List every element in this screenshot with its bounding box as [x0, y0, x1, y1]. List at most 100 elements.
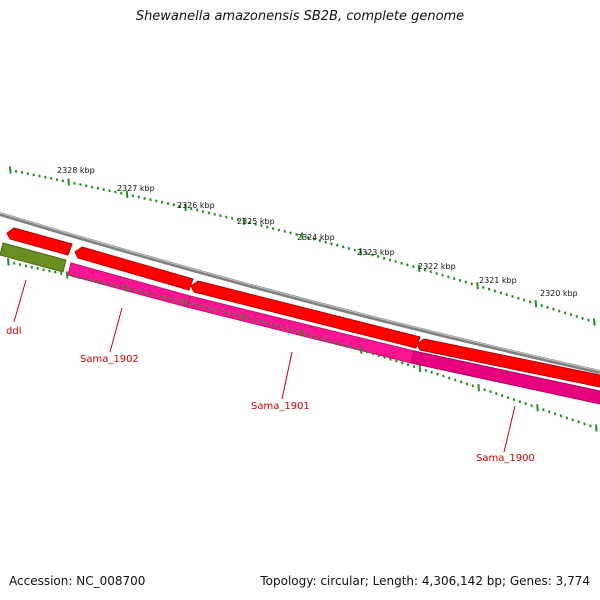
scale-tick [306, 236, 310, 240]
scale-tick [79, 183, 82, 187]
scale-tick [178, 204, 181, 208]
upper-scale-ticks [9, 166, 596, 326]
scale-tick [242, 313, 245, 321]
scale-tick [124, 284, 128, 292]
scale-tick [112, 283, 116, 287]
scale-label: 2320 kbp [540, 289, 578, 298]
scale-tick [36, 266, 39, 270]
forward-cds-1 [6, 227, 73, 256]
scale-label: 2321 kbp [479, 276, 517, 285]
scale-tick [459, 380, 463, 384]
scale-tick [453, 378, 457, 382]
scale-tick [493, 289, 497, 293]
scale-tick [524, 402, 527, 406]
scale-labels: 2328 kbp 2327 kbp 2326 kbp 2325 kbp 2324… [57, 166, 578, 298]
scale-tick [254, 318, 257, 322]
scale-tick [429, 270, 433, 274]
scale-tick [476, 282, 479, 290]
scale-tick [24, 264, 28, 268]
scale-tick [206, 306, 210, 310]
scale-tick [277, 324, 281, 328]
scale-tick [101, 281, 104, 285]
scale-tick [18, 263, 22, 267]
backbone-arc-highlight [0, 212, 600, 372]
scale-tick [341, 245, 345, 249]
scale-tick [477, 384, 480, 392]
scale-tick [388, 258, 392, 262]
scale-tick [301, 232, 304, 240]
scale-tick [559, 414, 563, 418]
scale-tick [49, 176, 53, 180]
scale-tick [553, 412, 557, 416]
forward-strand-track [6, 227, 600, 388]
backbone-arc [0, 212, 600, 374]
scale-tick [542, 408, 545, 412]
scale-tick [14, 169, 18, 173]
scale-tick [546, 305, 549, 309]
scale-tick [593, 318, 596, 326]
scale-tick [96, 186, 100, 190]
scale-tick [230, 216, 234, 220]
scale-tick [371, 352, 375, 356]
scale-tick [67, 178, 70, 186]
scale-tick [171, 297, 175, 301]
scale-tick [400, 261, 403, 265]
scale-tick [575, 314, 579, 318]
scale-tick [359, 346, 363, 354]
scale-tick [359, 248, 362, 256]
scale-tick [365, 251, 368, 255]
scale-tick [44, 175, 47, 179]
scale-tick [336, 243, 339, 247]
map-title: Shewanella amazonensis SB2B, complete ge… [135, 9, 465, 24]
scale-tick [347, 246, 351, 250]
scale-tick [377, 354, 380, 358]
scale-tick [306, 333, 310, 337]
scale-tick [54, 270, 57, 274]
scale-tick [383, 355, 386, 359]
scale-tick [201, 304, 204, 308]
scale-tick [259, 320, 263, 324]
scale-tick [330, 242, 333, 246]
scale-tick [424, 368, 428, 372]
scale-tick [71, 274, 75, 278]
scale-label: 2326 kbp [177, 201, 215, 210]
scale-tick [42, 268, 45, 272]
forward-cds-long [190, 280, 421, 349]
scale-tick [136, 289, 139, 293]
scale-tick [248, 221, 251, 225]
scale-tick [125, 190, 129, 199]
lower-scale-ticks [7, 258, 598, 432]
scale-tick [61, 179, 65, 183]
scale-tick [131, 194, 135, 198]
scale-tick [248, 317, 251, 321]
scale-tick [583, 422, 586, 426]
scale-tick [518, 400, 522, 404]
scale-tick [495, 392, 498, 396]
gene-label-ddl: ddl [6, 326, 21, 337]
scale-tick [353, 248, 357, 252]
scale-tick [90, 185, 94, 189]
scale-tick [581, 316, 584, 320]
scale-tick [266, 225, 269, 229]
scale-tick [114, 190, 117, 194]
pointer-sama-1901 [281, 351, 293, 400]
scale-tick [330, 339, 333, 343]
scale-tick [312, 334, 316, 338]
reverse-strand-track [67, 262, 600, 405]
scale-label: 2325 kbp [237, 217, 275, 226]
ddl-feature [0, 242, 67, 273]
scale-tick [394, 260, 397, 264]
scale-tick [324, 240, 327, 244]
scale-tick [219, 214, 222, 218]
scale-tick [536, 404, 539, 412]
scale-tick [59, 272, 63, 276]
scale-tick [195, 303, 198, 307]
scale-tick [301, 329, 304, 337]
scale-tick [336, 341, 339, 345]
scale-label: 2322 kbp [418, 262, 456, 271]
scale-tick [571, 418, 575, 422]
pointer-sama-1900 [503, 405, 516, 453]
scale-tick [207, 211, 211, 215]
scale-tick [500, 394, 504, 398]
scale-tick [412, 365, 416, 369]
